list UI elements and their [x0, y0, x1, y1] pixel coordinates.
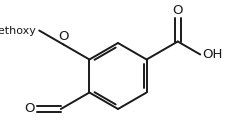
- Text: O: O: [24, 103, 35, 116]
- Text: methoxy: methoxy: [0, 25, 36, 36]
- Text: O: O: [58, 31, 68, 44]
- Text: O: O: [172, 3, 182, 16]
- Text: OH: OH: [201, 48, 222, 61]
